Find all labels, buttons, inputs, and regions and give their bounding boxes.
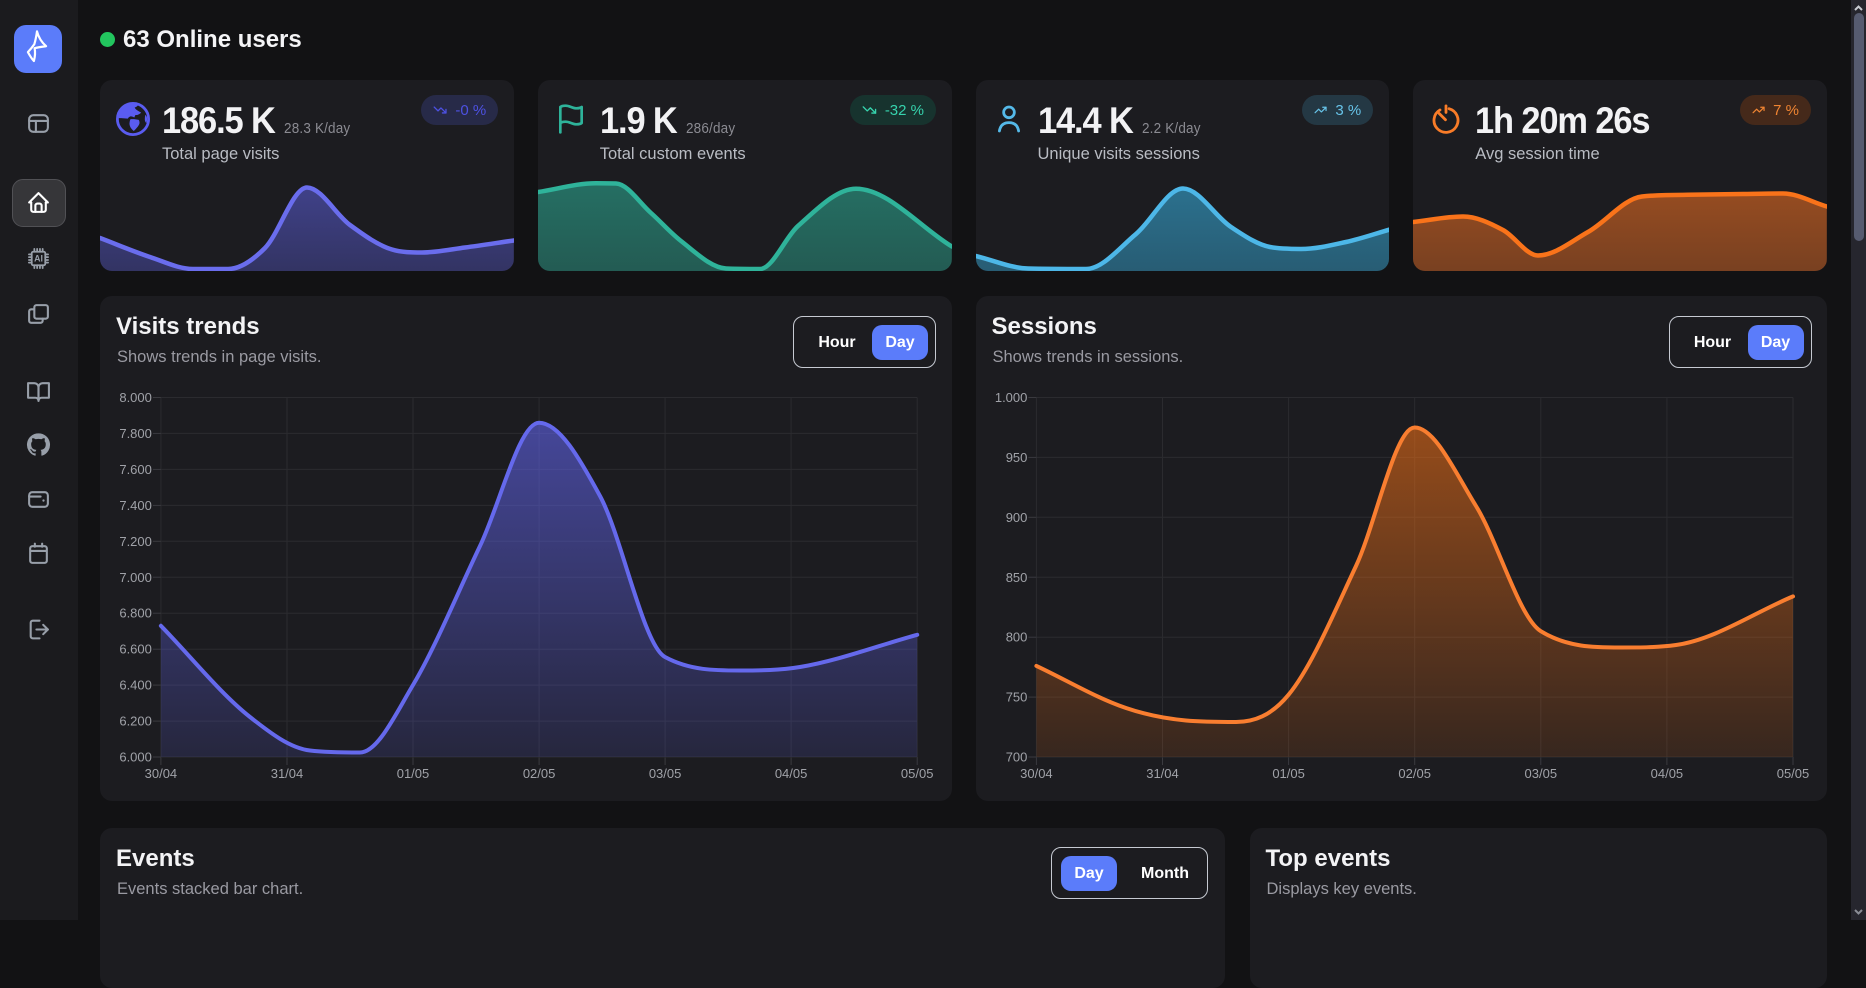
svg-text:31/04: 31/04 bbox=[271, 766, 304, 781]
svg-text:30/04: 30/04 bbox=[145, 766, 178, 781]
svg-text:03/05: 03/05 bbox=[1524, 766, 1557, 781]
svg-text:30/04: 30/04 bbox=[1020, 766, 1053, 781]
svg-text:8.000: 8.000 bbox=[119, 390, 152, 405]
svg-text:1.000: 1.000 bbox=[994, 390, 1027, 405]
svg-text:800: 800 bbox=[1005, 630, 1027, 645]
svg-text:7.600: 7.600 bbox=[119, 462, 152, 477]
svg-text:750: 750 bbox=[1005, 690, 1027, 705]
svg-text:AI: AI bbox=[34, 254, 43, 264]
svg-text:31/04: 31/04 bbox=[1146, 766, 1179, 781]
svg-text:7.400: 7.400 bbox=[119, 498, 152, 513]
svg-text:01/05: 01/05 bbox=[397, 766, 430, 781]
svg-text:700: 700 bbox=[1005, 750, 1027, 765]
svg-text:6.400: 6.400 bbox=[119, 678, 152, 693]
svg-text:05/05: 05/05 bbox=[901, 766, 934, 781]
svg-text:6.200: 6.200 bbox=[119, 714, 152, 729]
svg-text:900: 900 bbox=[1005, 510, 1027, 525]
svg-text:950: 950 bbox=[1005, 450, 1027, 465]
svg-text:7.000: 7.000 bbox=[119, 570, 152, 585]
svg-text:02/05: 02/05 bbox=[523, 766, 556, 781]
svg-text:6.600: 6.600 bbox=[119, 642, 152, 657]
svg-text:7.200: 7.200 bbox=[119, 534, 152, 549]
svg-text:03/05: 03/05 bbox=[649, 766, 682, 781]
svg-text:04/05: 04/05 bbox=[775, 766, 808, 781]
svg-text:04/05: 04/05 bbox=[1650, 766, 1683, 781]
svg-text:850: 850 bbox=[1005, 570, 1027, 585]
svg-text:01/05: 01/05 bbox=[1272, 766, 1305, 781]
svg-text:02/05: 02/05 bbox=[1398, 766, 1431, 781]
svg-text:6.000: 6.000 bbox=[119, 750, 152, 765]
svg-text:6.800: 6.800 bbox=[119, 606, 152, 621]
svg-text:7.800: 7.800 bbox=[119, 426, 152, 441]
svg-text:05/05: 05/05 bbox=[1776, 766, 1809, 781]
